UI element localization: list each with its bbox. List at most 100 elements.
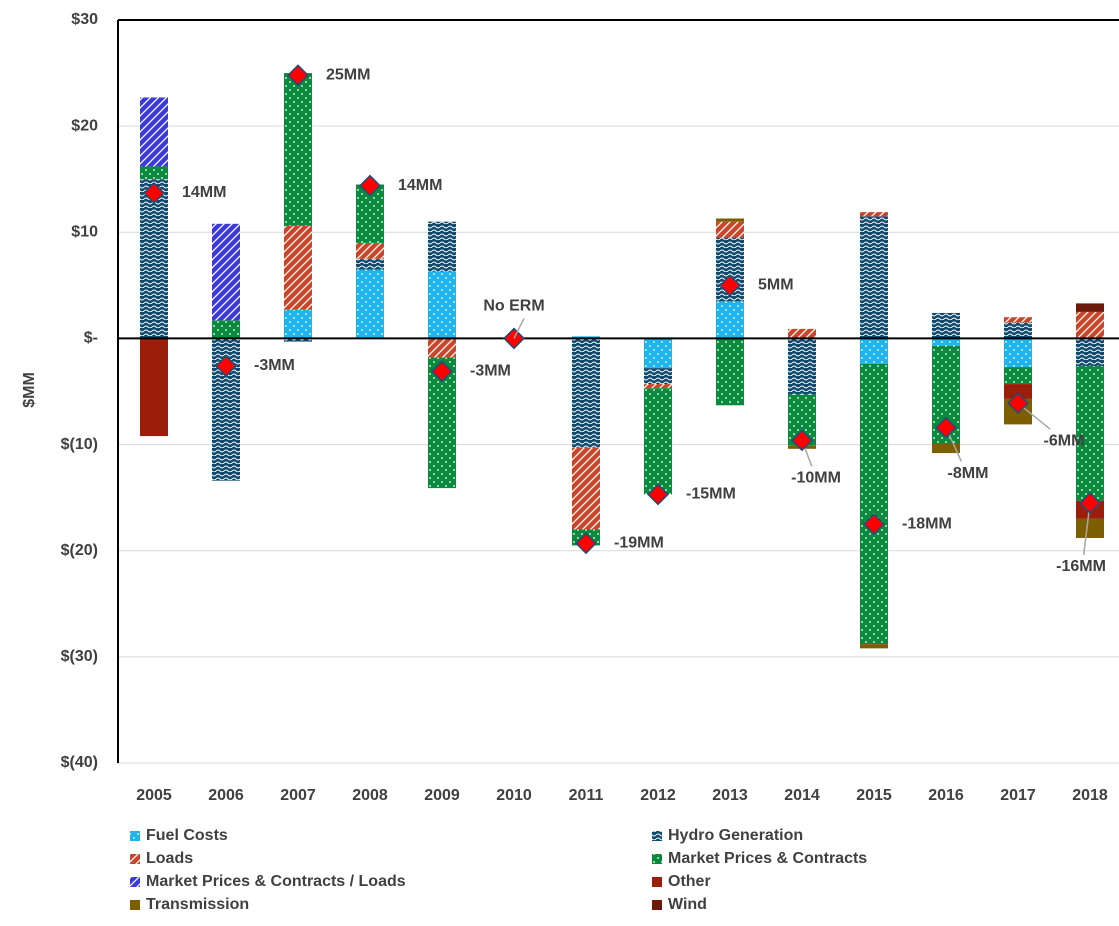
- net-marker: [863, 513, 885, 536]
- x-tick-label: 2012: [640, 787, 676, 804]
- x-tick-label: 2006: [208, 787, 244, 804]
- legend-swatch: [130, 831, 140, 841]
- net-marker: [1007, 392, 1029, 415]
- bar-segment: [356, 242, 384, 259]
- bar-segment: [1076, 338, 1104, 367]
- bar-segment: [644, 388, 672, 495]
- bar-segment: [860, 363, 888, 645]
- bar-segment: [572, 447, 600, 530]
- data-label: 25MM: [326, 66, 370, 83]
- data-label: 14MM: [182, 184, 226, 201]
- bar-segment: [572, 338, 600, 448]
- bar-segment: [1004, 317, 1032, 323]
- bar-segment: [644, 368, 672, 385]
- data-label: -6MM: [1044, 432, 1085, 449]
- legend-label: Wind: [668, 896, 707, 913]
- bar-segment: [428, 271, 456, 339]
- bar-segment: [932, 443, 960, 454]
- bar-segment: [140, 179, 168, 339]
- legend-label: Market Prices & Contracts: [668, 850, 867, 867]
- bar-segment: [716, 338, 744, 406]
- bar-segment: [140, 338, 168, 437]
- bar-segment: [572, 336, 600, 339]
- bar-segment: [212, 223, 240, 321]
- legend-label: Other: [668, 873, 711, 890]
- net-marker: [215, 355, 237, 377]
- legend-swatch: [652, 900, 662, 910]
- bar-segment: [860, 212, 888, 217]
- bar-segment: [428, 221, 456, 272]
- net-marker: [719, 274, 741, 297]
- y-tick-label: $(30): [61, 648, 98, 665]
- bar-segment: [140, 97, 168, 167]
- bar-segment: [284, 73, 312, 226]
- bar-segment: [716, 301, 744, 339]
- legend-swatch: [130, 877, 140, 887]
- x-tick-label: 2011: [569, 787, 604, 804]
- bar-segment: [1004, 338, 1032, 368]
- net-marker: [431, 360, 453, 383]
- legend-label: Market Prices & Contracts / Loads: [146, 873, 406, 890]
- bar-segment: [860, 338, 888, 364]
- bar-segment: [284, 225, 312, 310]
- legend-swatch: [652, 877, 662, 887]
- legend-swatch: [652, 831, 662, 841]
- net-marker: [647, 483, 669, 506]
- y-axis-label: $MM: [21, 372, 38, 408]
- bar-segment: [1076, 311, 1104, 339]
- legend-label: Hydro Generation: [668, 827, 803, 844]
- legend-label: Loads: [146, 850, 193, 867]
- bar-segment: [644, 384, 672, 389]
- bar-segment: [716, 218, 744, 222]
- bar-segment: [284, 338, 312, 342]
- bar-segment: [356, 258, 384, 270]
- bar-segment: [212, 320, 240, 339]
- legend-swatch: [130, 854, 140, 864]
- data-label: 14MM: [398, 177, 442, 194]
- bar-segment: [644, 338, 672, 369]
- bar-segment: [932, 312, 960, 339]
- bar-segment: [860, 644, 888, 649]
- y-tick-label: $10: [71, 224, 98, 241]
- y-tick-label: $(40): [61, 754, 98, 771]
- x-tick-label: 2018: [1072, 787, 1108, 804]
- bar-segment: [716, 221, 744, 238]
- x-tick-label: 2013: [712, 787, 748, 804]
- x-tick-label: 2009: [424, 787, 460, 804]
- net-marker: [575, 532, 597, 555]
- bar-segment: [1004, 322, 1032, 339]
- annotation: No ERM: [483, 298, 544, 315]
- x-tick-label: 2005: [136, 787, 172, 804]
- legend-label: Fuel Costs: [146, 827, 228, 844]
- bar-segment: [1076, 518, 1104, 538]
- y-tick-label: $(20): [61, 542, 98, 559]
- x-tick-label: 2010: [496, 787, 532, 804]
- x-tick-label: 2014: [784, 787, 820, 804]
- bar-segment: [788, 328, 816, 339]
- y-tick-label: $20: [71, 117, 98, 134]
- bar-segment: [428, 338, 456, 358]
- x-tick-label: 2007: [280, 787, 316, 804]
- bar-segment: [788, 338, 816, 395]
- data-label: 5MM: [758, 277, 794, 294]
- bar-segment: [284, 309, 312, 339]
- net-marker: [143, 182, 165, 204]
- data-label: -19MM: [614, 535, 664, 552]
- data-label: -10MM: [791, 470, 841, 487]
- y-tick-label: $30: [71, 11, 98, 28]
- bar-segment: [1076, 366, 1104, 501]
- y-tick-label: $(10): [61, 436, 98, 453]
- data-label: -3MM: [470, 363, 511, 380]
- data-label: -15MM: [686, 486, 736, 503]
- data-label: -18MM: [902, 515, 952, 532]
- data-label: -16MM: [1056, 558, 1106, 575]
- data-label: -3MM: [254, 357, 295, 374]
- leader-line: [513, 318, 525, 339]
- x-tick-label: 2008: [352, 787, 388, 804]
- legend-swatch: [652, 854, 662, 864]
- net-marker: [1079, 491, 1101, 514]
- data-label: -8MM: [948, 465, 989, 482]
- legend-swatch: [130, 900, 140, 910]
- bar-segment: [140, 166, 168, 180]
